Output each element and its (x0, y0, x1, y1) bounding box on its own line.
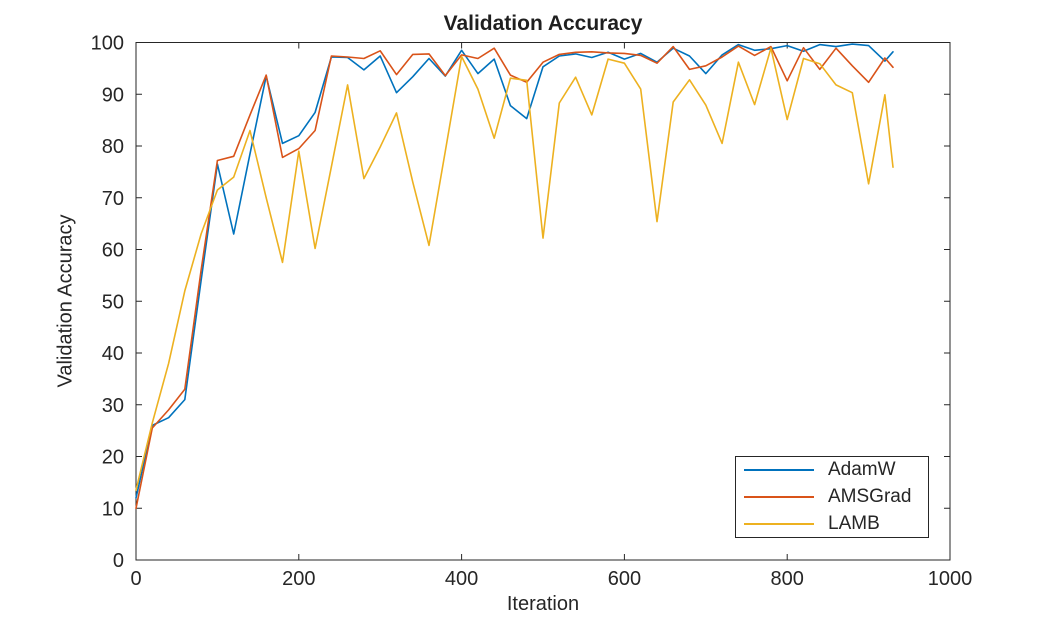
legend-label-lamb: LAMB (828, 512, 880, 534)
y-tick-label: 20 (102, 447, 124, 469)
x-tick-label: 600 (608, 568, 641, 590)
x-axis-label: Iteration (506, 593, 580, 615)
y-tick-label: 30 (102, 395, 124, 417)
y-tick-label: 0 (113, 550, 124, 572)
y-tick-label: 90 (102, 84, 124, 106)
legend-label-amsgrad: AMSGrad (828, 485, 912, 507)
y-tick-label: 10 (102, 498, 124, 520)
y-tick-label: 80 (102, 136, 124, 158)
legend-box: AdamW AMSGrad LAMB (735, 456, 929, 538)
series-line-adamw (135, 43, 894, 499)
legend-label-adamw: AdamW (828, 459, 896, 481)
x-tick-label: 1000 (928, 568, 973, 590)
legend-line-lamb (744, 522, 814, 525)
series-line-amsgrad (135, 45, 894, 510)
legend-row-adamw: AdamW (736, 457, 928, 483)
x-tick-label: 200 (282, 568, 315, 590)
y-tick-label: 100 (91, 33, 124, 55)
x-tick-label: 400 (445, 568, 478, 590)
y-tick-label: 40 (102, 343, 124, 365)
y-tick-label: 70 (102, 188, 124, 210)
chart-title: Validation Accuracy (443, 12, 643, 35)
x-tick-label: 0 (130, 568, 141, 590)
series-line-lamb (135, 47, 894, 491)
x-tick-label: 800 (771, 568, 804, 590)
legend-line-adamw (744, 469, 814, 472)
legend-row-lamb: LAMB (736, 511, 928, 537)
legend-line-amsgrad (744, 495, 814, 498)
y-tick-label: 50 (102, 291, 124, 313)
y-tick-label: 60 (102, 240, 124, 262)
legend-row-amsgrad: AMSGrad (736, 484, 928, 510)
